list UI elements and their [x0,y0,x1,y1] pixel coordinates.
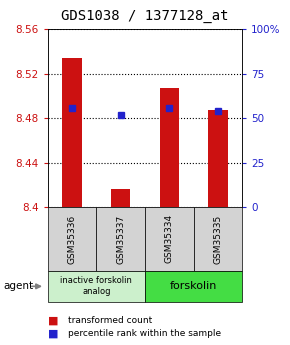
Bar [62,58,82,207]
Text: GSM35334: GSM35334 [165,214,174,264]
Text: forskolin: forskolin [170,282,217,291]
Bar [208,110,228,207]
Text: ■: ■ [48,315,58,325]
Text: GDS1038 / 1377128_at: GDS1038 / 1377128_at [61,9,229,22]
Text: GSM35336: GSM35336 [68,214,77,264]
Text: ■: ■ [48,329,58,339]
Bar [160,88,179,207]
Text: inactive forskolin
analog: inactive forskolin analog [61,276,132,296]
Text: percentile rank within the sample: percentile rank within the sample [68,329,221,338]
Bar [111,189,130,207]
Text: GSM35335: GSM35335 [213,214,222,264]
Text: transformed count: transformed count [68,316,153,325]
Text: GSM35337: GSM35337 [116,214,125,264]
Text: agent: agent [3,282,33,291]
